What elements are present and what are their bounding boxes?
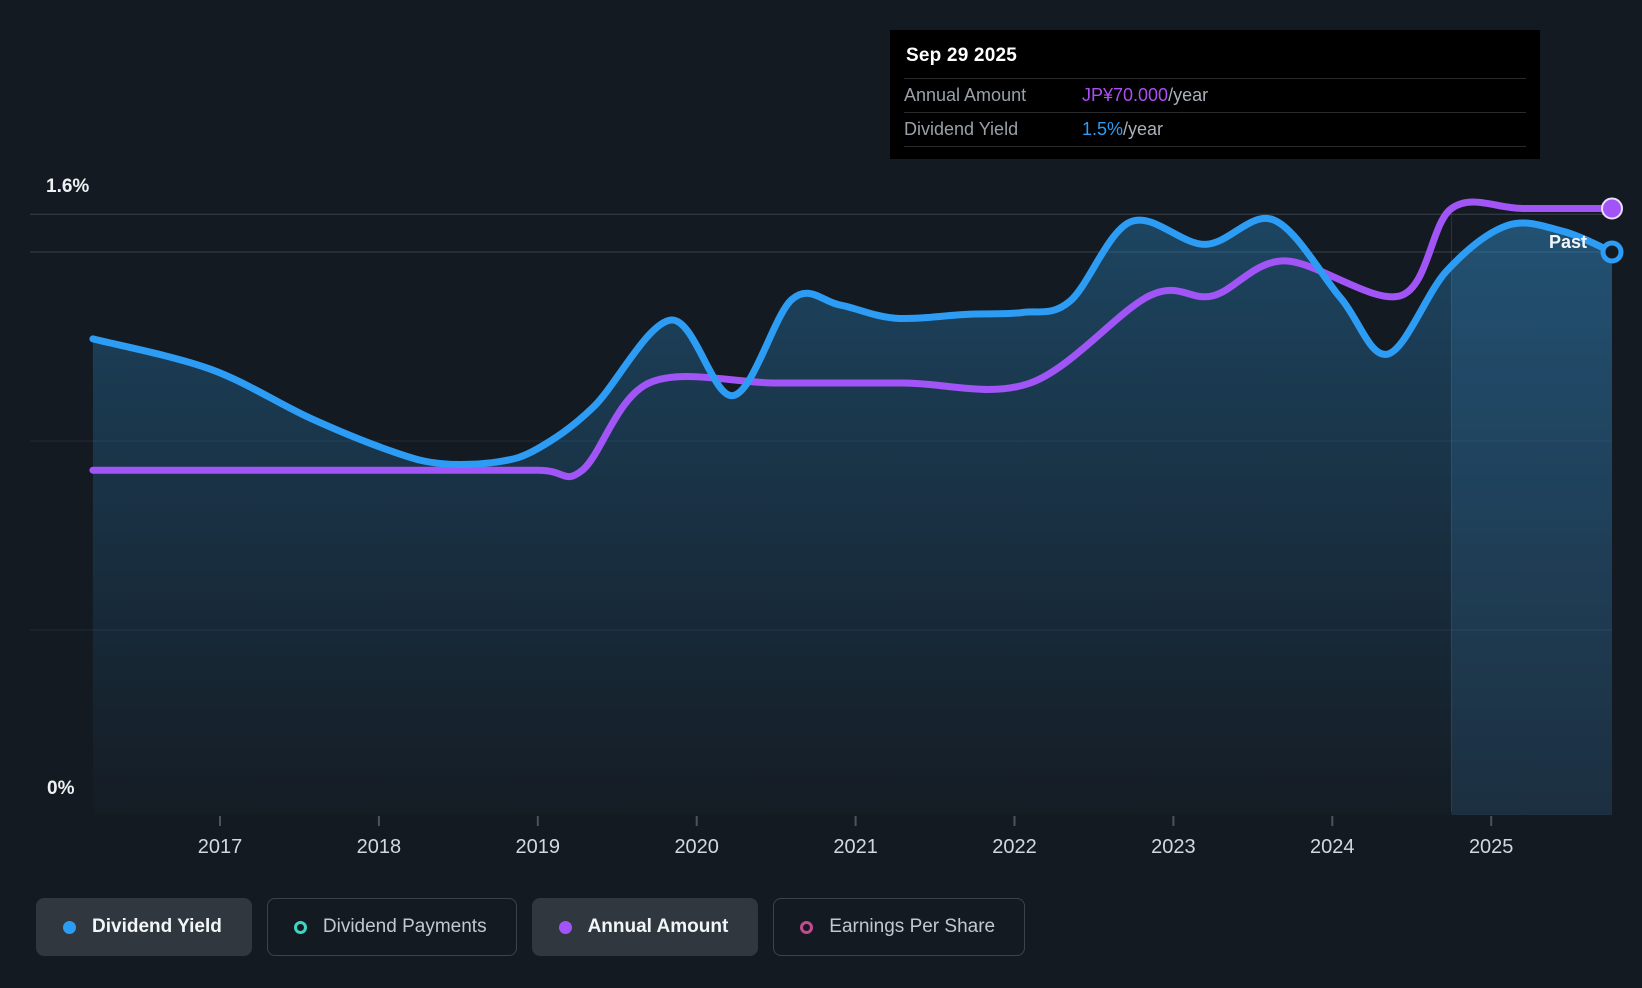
legend-label: Earnings Per Share	[829, 916, 996, 937]
dividend-yield-line[interactable]	[89, 214, 1616, 468]
earnings-per-share-ring-icon	[800, 920, 814, 934]
x-axis-label: 2018	[357, 836, 402, 858]
legend-button-dividend-payments[interactable]: Dividend Payments	[266, 898, 517, 956]
tooltip-value-dividend-yield: 1.5%	[1082, 119, 1124, 139]
tooltip-row-annual-amount: Annual Amount JP¥70.000/year	[904, 78, 1526, 112]
tooltip-row-dividend-yield: Dividend Yield 1.5%/year	[904, 112, 1526, 147]
x-axis-label: 2020	[674, 836, 719, 858]
annual-amount-line[interactable]	[89, 198, 1616, 481]
tooltip-label: Dividend Yield	[904, 119, 1019, 139]
x-axis-label: 2021	[833, 836, 878, 858]
x-axis-label: 2023	[1151, 836, 1196, 858]
y-axis-label-max: 1.6%	[46, 176, 90, 197]
x-axis-label: 2019	[516, 836, 561, 858]
annual-amount-dot-icon	[558, 920, 572, 934]
legend-label: Annual Amount	[587, 916, 729, 937]
dividend-yield-dot-icon	[63, 920, 76, 934]
x-axis-label: 2017	[198, 836, 243, 858]
past-year-highlight	[1451, 222, 1612, 815]
legend-button-annual-amount[interactable]: Annual Amount	[531, 898, 759, 956]
legend-button-earnings-per-share[interactable]: Earnings Per Share	[773, 898, 1026, 956]
legend-label: Dividend Payments	[322, 916, 487, 937]
dividend-yield-end-marker	[1600, 240, 1624, 264]
legend-button-dividend-yield[interactable]: Dividend Yield	[36, 898, 252, 956]
chart-legend: Dividend Yield Dividend Payments Annual …	[36, 898, 1026, 956]
chart-tooltip: Sep 29 2025 Annual Amount JP¥70.000/year…	[890, 30, 1540, 159]
tooltip-value-annual-amount: JP¥70.000	[1082, 85, 1169, 105]
past-region-label: Past	[1549, 232, 1588, 252]
dividend-yield-area	[92, 218, 1612, 815]
x-axis-label: 2024	[1310, 836, 1355, 858]
tooltip-label: Annual Amount	[904, 85, 1027, 105]
annual-amount-end-marker	[1601, 197, 1623, 220]
legend-label: Dividend Yield	[92, 916, 222, 937]
dividend-payments-ring-icon	[293, 920, 307, 934]
x-axis-label: 2025	[1469, 836, 1514, 858]
x-axis-label: 2022	[992, 836, 1037, 858]
tooltip-suffix: /year	[1168, 85, 1209, 105]
tooltip-date: Sep 29 2025	[906, 45, 1018, 66]
tooltip-suffix: /year	[1123, 119, 1164, 139]
y-axis-label-zero: 0%	[47, 778, 75, 799]
